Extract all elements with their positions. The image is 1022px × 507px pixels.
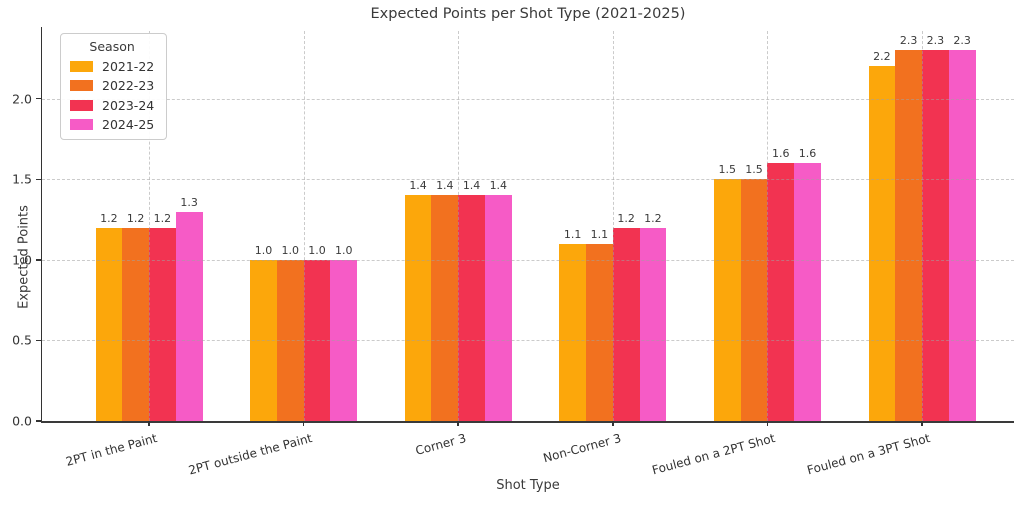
bar-2023-24-5 xyxy=(922,50,949,421)
bar-value-label: 1.2 xyxy=(100,211,118,225)
bar-value-label: 1.2 xyxy=(617,211,635,225)
legend-swatch xyxy=(70,99,93,111)
bar-value-label: 1.1 xyxy=(563,227,582,241)
bar-value-label: 2.2 xyxy=(873,50,891,64)
y-tick-mark xyxy=(35,259,41,261)
bar-2023-24-2 xyxy=(458,195,485,421)
bar-2022-23-2 xyxy=(431,195,459,421)
bar-value-label: 1.2 xyxy=(644,211,662,225)
bar-2023-24-0 xyxy=(149,227,176,421)
bar-2021-22-3 xyxy=(559,243,587,421)
chart-title: Expected Points per Shot Type (2021-2025… xyxy=(370,6,686,22)
bar-value-label: 1.1 xyxy=(590,227,609,241)
legend-item-label: 2021-22 xyxy=(102,58,155,74)
bar-2021-22-0 xyxy=(95,227,123,421)
bar-2021-22-4 xyxy=(713,179,741,421)
y-axis-spine xyxy=(40,27,42,423)
bar-2022-23-1 xyxy=(276,259,304,421)
x-tick-mark xyxy=(148,421,150,426)
bar-2024-25-5 xyxy=(948,50,976,421)
x-axis-spine xyxy=(40,421,1014,423)
bar-value-label: 1.2 xyxy=(153,211,172,225)
legend-swatch xyxy=(70,119,93,130)
bar-2023-24-4 xyxy=(767,163,795,421)
bar-value-label: 1.3 xyxy=(180,195,198,209)
y-tick-label: 1.0 xyxy=(12,252,32,268)
bar-value-label: 1.0 xyxy=(254,243,273,257)
bar-value-label: 1.0 xyxy=(281,243,299,257)
bar-2022-23-0 xyxy=(122,227,149,421)
legend-item-2024-25: 2024-25 xyxy=(70,117,154,132)
legend-item-2021-22: 2021-22 xyxy=(70,59,154,74)
x-axis-title: Shot Type xyxy=(496,478,560,493)
bar-2022-23-3 xyxy=(586,243,613,421)
bar-value-label: 1.2 xyxy=(126,211,145,225)
legend: Season 2021-22 2022-23 2023-24 2024-25 xyxy=(60,33,168,140)
legend-swatch xyxy=(70,60,93,72)
x-tick-mark xyxy=(302,421,305,426)
legend-item-label: 2024-25 xyxy=(102,117,155,132)
legend-swatch xyxy=(70,80,93,91)
bar-2021-22-2 xyxy=(404,195,432,421)
bar-value-label: 2.3 xyxy=(899,34,918,48)
bar-2023-24-3 xyxy=(612,227,640,421)
bar-2024-25-3 xyxy=(639,227,667,421)
bar-value-label: 1.5 xyxy=(718,163,737,177)
y-tick-label: 2.0 xyxy=(12,91,32,107)
bar-2024-25-1 xyxy=(330,259,358,421)
legend-item-label: 2022-23 xyxy=(102,78,155,93)
plot-area: 1.2 1.2 1.2 1.3 1.0 1.0 1.0 1.0 1.4 1.4 1.4 1.4 1.1 1… xyxy=(12,27,1014,477)
bar-value-label: 1.5 xyxy=(745,163,763,177)
bar-value-label: 1.6 xyxy=(798,147,817,161)
bar-2022-23-5 xyxy=(895,50,922,421)
legend-title: Season xyxy=(89,39,135,54)
bar-2021-22-1 xyxy=(250,259,277,421)
bar-value-label: 2.3 xyxy=(926,34,945,48)
y-tick-mark xyxy=(35,97,41,100)
legend-item-label: 2023-24 xyxy=(102,97,155,113)
y-tick-mark xyxy=(35,339,41,342)
bar-value-label: 1.0 xyxy=(308,243,326,257)
legend-item-2023-24: 2023-24 xyxy=(70,98,154,113)
bar-value-label: 1.4 xyxy=(489,179,508,193)
y-tick-label: 0.0 xyxy=(12,413,32,429)
bar-value-label: 1.4 xyxy=(462,179,481,193)
bar-value-label: 1.6 xyxy=(772,147,790,161)
bar-2022-23-4 xyxy=(740,179,768,421)
bar-2024-25-2 xyxy=(484,195,512,421)
x-tick-mark xyxy=(766,421,769,426)
bar-2024-25-0 xyxy=(175,211,203,421)
x-tick-mark xyxy=(612,421,614,426)
x-tick-mark xyxy=(457,421,459,426)
y-tick-label: 1.5 xyxy=(12,171,32,187)
bar-2024-25-4 xyxy=(794,163,821,421)
y-tick-mark xyxy=(35,178,41,180)
bar-value-label: 1.4 xyxy=(436,179,454,193)
x-tick-mark xyxy=(921,421,923,426)
y-tick-mark xyxy=(35,420,41,422)
bar-value-label: 1.0 xyxy=(334,243,353,257)
y-axis-title: Expected Points xyxy=(16,205,32,309)
bar-value-label: 1.4 xyxy=(409,179,427,193)
legend-item-2022-23: 2022-23 xyxy=(70,78,154,93)
legend-rows: 2021-22 2022-23 2023-24 2024-25 xyxy=(70,59,154,132)
y-tick-label: 0.5 xyxy=(12,332,32,348)
bar-2021-22-5 xyxy=(868,66,896,421)
bar-value-label: 2.3 xyxy=(953,34,971,48)
bar-2023-24-1 xyxy=(303,259,331,421)
